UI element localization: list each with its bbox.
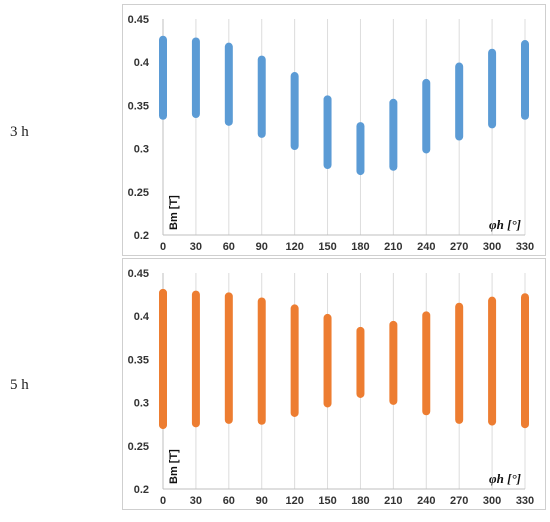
x-tick-label-330: 330 [516, 241, 534, 253]
chart-3h: 0.2 0.25 0.3 0.35 0.4 0.45 0 30 60 90 120 150 180 210… [128, 14, 535, 253]
y-tick-label: 0.25 [128, 441, 149, 453]
x-tick-label-30: 30 [190, 495, 202, 507]
chart-panel-5h: 0.2 0.25 0.3 0.35 0.4 0.45 0 30 60 90 120 150 180 210… [122, 258, 546, 510]
x-tick-label-330: 330 [516, 495, 534, 507]
row-label-3h: 3 h [10, 124, 29, 140]
x-tick-label-60: 60 [223, 495, 235, 507]
x-tick-label-180: 180 [351, 495, 369, 507]
x-tick-label-300: 300 [483, 241, 501, 253]
y-tick-label: 0.2 [134, 230, 149, 242]
x-tick-label-150: 150 [318, 241, 336, 253]
x-axis-label: φh [°] [489, 471, 521, 486]
x-tick-label-90: 90 [256, 241, 268, 253]
y-tick-label: 0.35 [128, 354, 149, 366]
x-tick-label-150: 150 [318, 495, 336, 507]
y-tick-label: 0.4 [134, 311, 150, 323]
y-tick-label: 0.4 [134, 57, 150, 69]
x-tick-label-210: 210 [384, 241, 402, 253]
x-tick-label-60: 60 [223, 241, 235, 253]
y-tick-label: 0.3 [134, 398, 149, 410]
x-tick-label-0: 0 [160, 241, 166, 253]
x-tick-label-0: 0 [160, 495, 166, 507]
x-tick-label-120: 120 [285, 241, 303, 253]
y-tick-label: 0.25 [128, 187, 149, 199]
row-label-5h: 5 h [10, 377, 29, 393]
x-tick-label-120: 120 [285, 495, 303, 507]
x-tick-label-300: 300 [483, 495, 501, 507]
x-tick-label-240: 240 [417, 495, 435, 507]
x-tick-label-270: 270 [450, 241, 468, 253]
x-tick-label-90: 90 [256, 495, 268, 507]
y-tick-label: 0.2 [134, 484, 149, 496]
y-axis-label: Bm [T] [168, 195, 180, 230]
x-tick-label-210: 210 [384, 495, 402, 507]
chart-5h: 0.2 0.25 0.3 0.35 0.4 0.45 0 30 60 90 120 150 180 210… [128, 268, 535, 507]
y-tick-label: 0.45 [128, 14, 149, 26]
y-tick-label: 0.3 [134, 144, 149, 156]
y-tick-label: 0.35 [128, 100, 149, 112]
x-tick-label-180: 180 [351, 241, 369, 253]
x-tick-label-30: 30 [190, 241, 202, 253]
y-tick-label: 0.45 [128, 268, 149, 280]
x-tick-label-270: 270 [450, 495, 468, 507]
x-tick-label-240: 240 [417, 241, 435, 253]
chart-panel-3h: 0.2 0.25 0.3 0.35 0.4 0.45 0 30 60 90 120 150 180 210… [122, 4, 546, 256]
x-axis-label: φh [°] [489, 217, 521, 232]
y-axis-label: Bm [T] [168, 449, 180, 484]
